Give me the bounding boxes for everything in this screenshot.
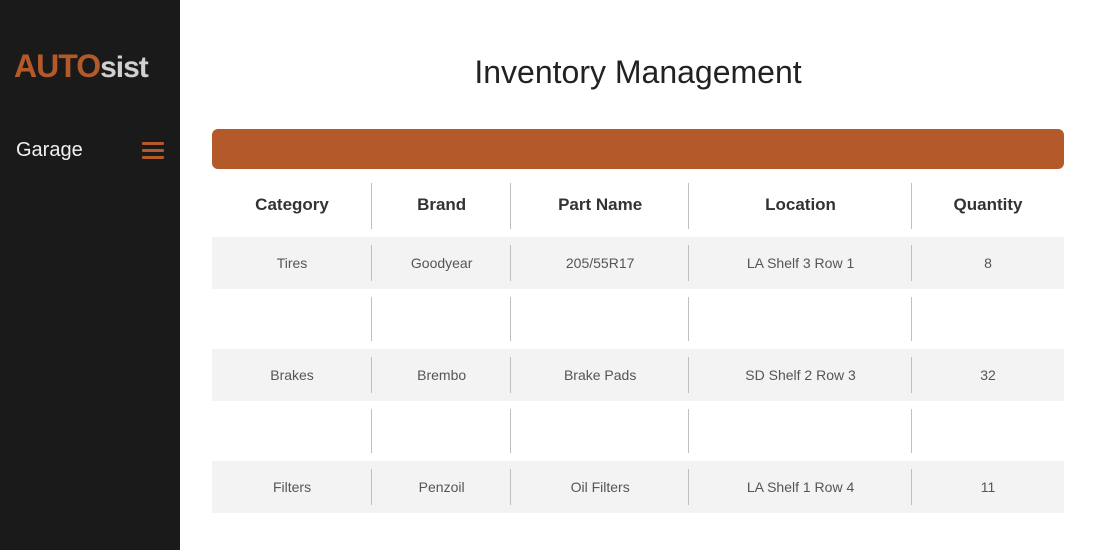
page-title: Inventory Management [212,54,1064,91]
cell-partname: 205/55R17 [511,237,689,289]
table-row[interactable]: Filters Penzoil Oil Filters LA Shelf 1 R… [212,461,1064,513]
cell-category: Tires [212,237,372,289]
main-content: Inventory Management Category Brand Part… [180,0,1096,550]
hamburger-icon[interactable] [142,142,164,159]
inventory-table: Category Brand Part Name Location Quanti… [212,175,1064,513]
table-header-bar [212,129,1064,169]
brand-logo-part1: AUTO [14,48,100,85]
table-spacer [212,289,1064,349]
column-header-brand[interactable]: Brand [372,175,511,237]
cell-location: LA Shelf 1 Row 4 [689,461,912,513]
cell-category: Brakes [212,349,372,401]
cell-quantity: 32 [912,349,1064,401]
cell-brand: Penzoil [372,461,511,513]
cell-quantity: 8 [912,237,1064,289]
table-spacer [212,401,1064,461]
sidebar-item-garage[interactable]: Garage [0,125,180,176]
column-header-category[interactable]: Category [212,175,372,237]
cell-partname: Oil Filters [511,461,689,513]
inventory-table-wrap: Category Brand Part Name Location Quanti… [212,175,1064,513]
cell-partname: Brake Pads [511,349,689,401]
cell-location: LA Shelf 3 Row 1 [689,237,912,289]
table-row[interactable]: Tires Goodyear 205/55R17 LA Shelf 3 Row … [212,237,1064,289]
brand-logo: AUTO sist [0,48,180,85]
sidebar-item-label: Garage [16,139,83,162]
column-header-partname[interactable]: Part Name [511,175,689,237]
column-header-quantity[interactable]: Quantity [912,175,1064,237]
cell-quantity: 11 [912,461,1064,513]
cell-brand: Goodyear [372,237,511,289]
table-header-row: Category Brand Part Name Location Quanti… [212,175,1064,237]
cell-location: SD Shelf 2 Row 3 [689,349,912,401]
column-header-location[interactable]: Location [689,175,912,237]
sidebar: AUTO sist Garage [0,0,180,550]
table-row[interactable]: Brakes Brembo Brake Pads SD Shelf 2 Row … [212,349,1064,401]
cell-category: Filters [212,461,372,513]
brand-logo-part2: sist [100,51,148,85]
cell-brand: Brembo [372,349,511,401]
